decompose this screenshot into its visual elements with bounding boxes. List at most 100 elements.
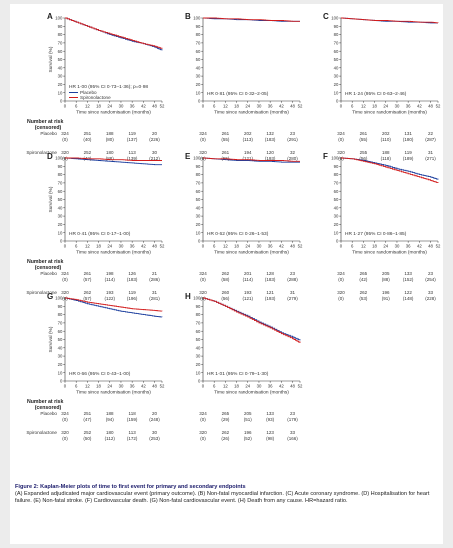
panel-e-risk-spiro-n: 31 <box>290 290 296 295</box>
panel-c-xtick-label: 0 <box>340 103 343 108</box>
panel-a-ytick-label: 70 <box>58 41 63 46</box>
panel-g-hazard-ratio: HR 0·66 (95% CI 0·43–1·00) <box>69 371 131 377</box>
panel-h-risk-spiro-n: 196 <box>244 430 252 435</box>
panel-g-xtick-label: 52 <box>160 383 165 388</box>
panel-e-risk-spiro-censored: (279) <box>287 296 298 301</box>
panel-b-letter: B <box>185 12 191 21</box>
panel-h-ytick-label: 30 <box>196 354 201 359</box>
panel-c-xtick-label: 52 <box>436 103 441 108</box>
panel-f-ytick-label: 70 <box>334 181 339 186</box>
panel-f-risk-placebo-censored: (0) <box>338 277 344 282</box>
panel-c-risk-placebo-n: 22 <box>428 131 434 136</box>
panel-a-risk-placebo-censored: (226) <box>149 137 160 142</box>
panel-d-risk-placebo-n: 261 <box>84 271 92 276</box>
panel-h-ytick-label: 80 <box>196 312 201 317</box>
panel-f-xtick-label: 36 <box>406 243 411 248</box>
panel-a-risk-spiro-n: 30 <box>152 150 158 155</box>
panel-a-xtick-label: 42 <box>141 103 146 108</box>
panel-c-xtick-label: 12 <box>361 103 366 108</box>
panel-g-ytick-label: 90 <box>58 304 63 309</box>
panel-f-risk-spiro-n: 262 <box>360 290 368 295</box>
panel-d-risk-placebo-n: 324 <box>61 271 69 276</box>
panel-d-xtick-label: 36 <box>130 243 135 248</box>
panel-f-risk-placebo-n: 324 <box>337 271 345 276</box>
panel-c-ytick-label: 70 <box>334 41 339 46</box>
panel-g-xtick-label: 18 <box>96 383 101 388</box>
panel-b-xtick-label: 52 <box>298 103 303 108</box>
panel-e-hazard-ratio: HR 0·62 (95% CI 0·26–1·53) <box>207 231 269 237</box>
panel-d-xtick-label: 52 <box>160 243 165 248</box>
panel-g-ytick-label: 60 <box>58 329 63 334</box>
panel-h-ytick-label: 10 <box>196 370 201 375</box>
panel-h-risk-placebo-n: 265 <box>222 411 230 416</box>
panel-b-xtick-label: 48 <box>290 103 295 108</box>
panel-c-risk-spiro-censored: (56) <box>359 156 368 161</box>
panel-g-ytick-label: 80 <box>58 312 63 317</box>
panel-d-risk-placebo-censored: (286) <box>149 277 160 282</box>
panel-h-risk-placebo-censored: (29) <box>221 417 230 422</box>
panel-g-xtick-label: 24 <box>107 383 112 388</box>
figure-caption: Figure 2: Kaplan-Meier plots of time to … <box>15 484 439 506</box>
panel-h-risk-placebo-n: 205 <box>244 411 252 416</box>
panel-c-risk-placebo-n: 202 <box>382 131 390 136</box>
panel-h-ytick-label: 20 <box>196 362 201 367</box>
panel-e-risk-placebo-censored: (288) <box>287 277 298 282</box>
panel-f-ytick-label: 30 <box>334 214 339 219</box>
panel-f-ytick-label: 0 <box>336 239 339 244</box>
panel-c-risk-spiro-censored: (189) <box>403 156 414 161</box>
panel-g-ytick-label: 50 <box>58 337 63 342</box>
panel-c-ytick-label: 50 <box>334 57 339 62</box>
panel-b-hazard-ratio: HR 0·81 (95% CI 0·32–2·05) <box>207 91 269 97</box>
panel-e-ytick-label: 60 <box>196 189 201 194</box>
panel-h-hazard-ratio: HR 1·01 (95% CI 0·79–1·30) <box>207 371 269 377</box>
panel-d-risk-placebo-n: 21 <box>152 271 158 276</box>
panel-c-risk-placebo-censored: (55) <box>359 137 368 142</box>
panel-f-risk-placebo-censored: (88) <box>382 277 391 282</box>
panel-a-ytick-label: 100 <box>55 16 63 21</box>
panel-f-letter: F <box>323 152 328 161</box>
panel-f-risk-spiro-n: 320 <box>337 290 345 295</box>
panel-g-xtick-label: 12 <box>85 383 90 388</box>
panel-g-risk-placebo-censored: (94) <box>106 417 115 422</box>
panel-f-ytick-label: 10 <box>334 230 339 235</box>
panel-f-risk-spiro-n: 196 <box>382 290 390 295</box>
panel-d-ytick-label: 0 <box>60 239 63 244</box>
panel-d-xtick-label: 18 <box>96 243 101 248</box>
panel-d-risk-spiro-censored: (196) <box>127 296 138 301</box>
panel-e-xtick-label: 24 <box>245 243 250 248</box>
panel-b-risk-placebo-censored: (183) <box>265 137 276 142</box>
panel-e-risk-spiro-n: 121 <box>266 290 274 295</box>
panel-f-risk-spiro-censored: (91) <box>382 296 391 301</box>
panel-g-risk-placebo-censored: (0) <box>62 417 68 422</box>
panel-b-risk-spiro-n: 320 <box>199 150 207 155</box>
panel-g-risk-placebo-n: 324 <box>61 411 69 416</box>
panel-e-ytick-label: 70 <box>196 181 201 186</box>
panel-g-risk-spiro-censored: (50) <box>83 436 92 441</box>
panel-f-risk-placebo-censored: (152) <box>403 277 414 282</box>
panel-g-risk-spiro-n: 113 <box>129 430 137 435</box>
panel-f-xtick-label: 12 <box>361 243 366 248</box>
panel-c-ytick-label: 90 <box>334 24 339 29</box>
panel-a-ytick-label: 90 <box>58 24 63 29</box>
panel-h-ytick-label: 100 <box>193 296 201 301</box>
panel-a-risk-spiro-n: 113 <box>129 150 137 155</box>
panel-d-xtick-label: 30 <box>119 243 124 248</box>
panel-a-risk-placebo-n: 119 <box>129 131 137 136</box>
panel-c-risk-spiro-n: 255 <box>360 150 368 155</box>
panel-d-xtick-label: 6 <box>75 243 78 248</box>
caption-title: Figure 2: Kaplan-Meier plots of time to … <box>15 484 246 490</box>
panel-c-ytick-label: 40 <box>334 65 339 70</box>
panel-d-risk-placebo-censored: (114) <box>105 277 116 282</box>
panel-a-risk-placebo-censored: (80) <box>106 137 115 142</box>
panel-e-risk-spiro-n: 260 <box>222 290 230 295</box>
panel-a-risk-label-placebo: Placebo <box>40 131 57 136</box>
panel-d-risk-subtitle: (censored) <box>35 265 62 271</box>
panel-d-xtick-label: 48 <box>152 243 157 248</box>
panel-b-ytick-label: 40 <box>196 65 201 70</box>
panel-e-ytick-label: 0 <box>198 239 201 244</box>
panel-g-series-placebo <box>65 297 163 318</box>
panel-h-risk-placebo-censored: (51) <box>244 417 253 422</box>
panel-f-risk-spiro-censored: (228) <box>425 296 436 301</box>
panel-e-xtick-label: 36 <box>268 243 273 248</box>
panel-h-letter: H <box>185 292 191 301</box>
